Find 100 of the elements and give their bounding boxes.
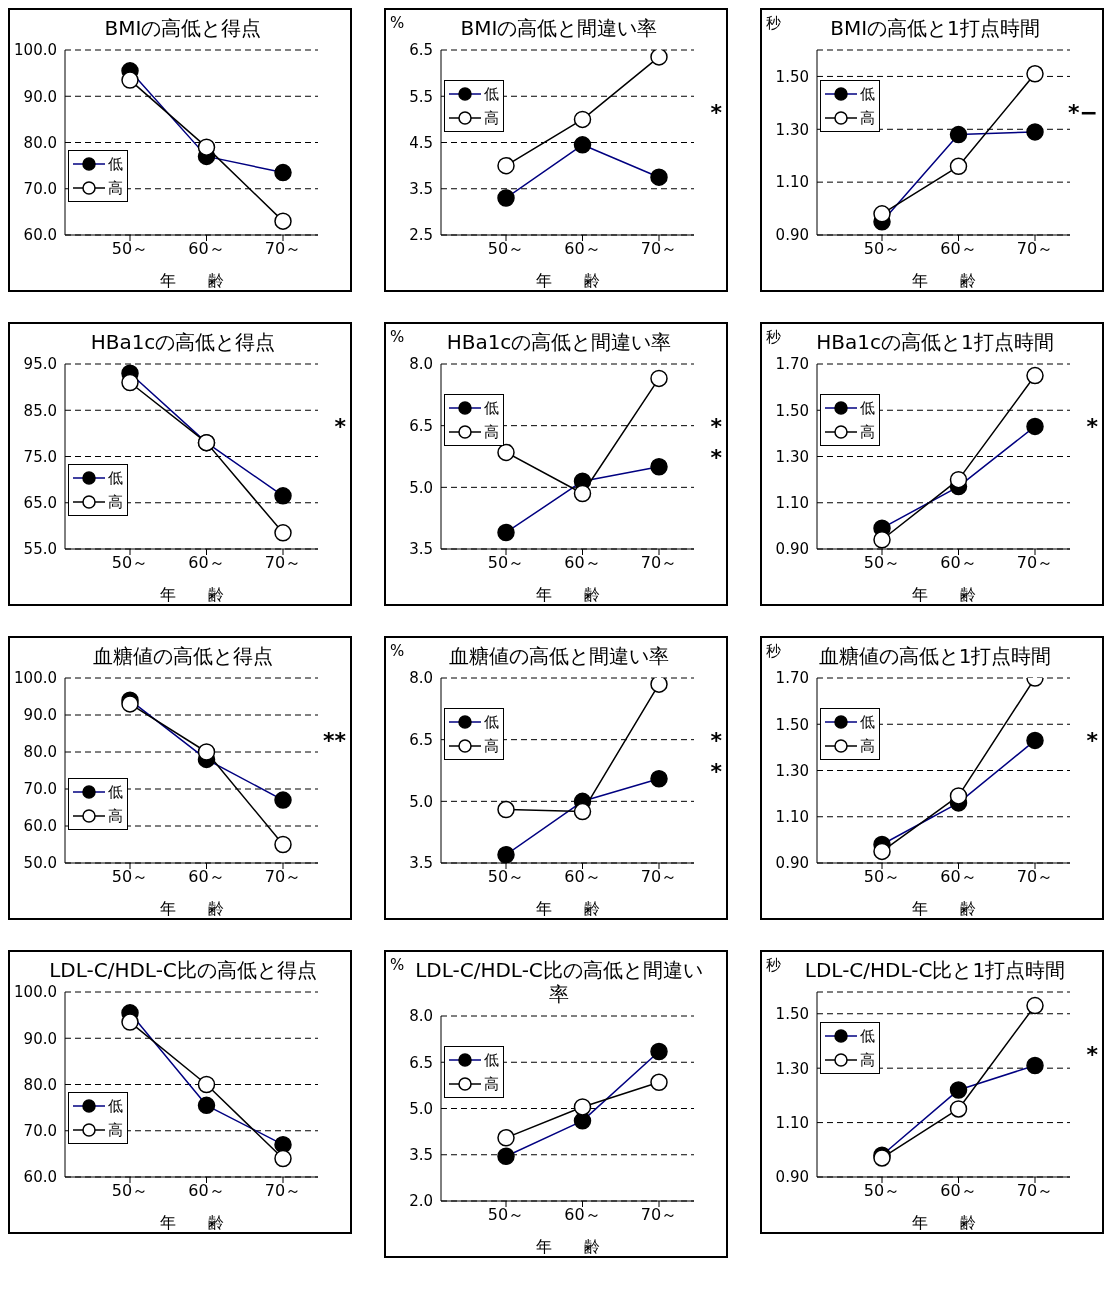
y-tick-label: 85.0 — [23, 401, 57, 420]
y-tick-label: 90.0 — [23, 1029, 57, 1048]
chart-title: HBa1cの高低と間違い率 — [446, 330, 672, 354]
y-tick-label: 90.0 — [23, 87, 57, 106]
y-tick-label: 1.10 — [775, 1113, 809, 1132]
x-axis-title: 年 齢 — [535, 1237, 600, 1256]
y-tick-label: 3.5 — [409, 854, 433, 873]
y-tick-label: 100.0 — [14, 41, 57, 60]
point — [873, 205, 891, 223]
x-axis-title: 年 齢 — [911, 899, 976, 918]
x-tick-label: 50～ — [863, 239, 901, 259]
y-tick-label: 80.0 — [23, 1075, 57, 1094]
text: * — [710, 100, 722, 125]
y-tick-label: 5.0 — [409, 1099, 433, 1118]
legend-label: 高 — [484, 108, 499, 128]
x-tick-label: 60～ — [940, 553, 977, 573]
chart-title: 血糖値の高低と1打点時間 — [818, 644, 1052, 668]
x-tick-label: 50～ — [487, 553, 525, 573]
x-axis-title: 年 齢 — [535, 899, 600, 918]
x-axis-title: 年 齢 — [911, 271, 976, 290]
x-tick-label: 50～ — [111, 239, 149, 259]
legend-label: 低 — [860, 84, 875, 104]
point — [274, 1149, 292, 1168]
point — [497, 800, 515, 819]
x-tick-label: 60～ — [188, 867, 225, 887]
y-tick-label: 80.0 — [23, 133, 57, 152]
legend-label: 高 — [108, 178, 123, 198]
x-tick-label: 70～ — [264, 867, 302, 887]
y-tick-label: 1.50 — [775, 67, 809, 86]
legend-label: 高 — [108, 1120, 123, 1140]
x-tick-label: 70～ — [640, 867, 678, 887]
point — [497, 156, 515, 175]
legend-label: 低 — [484, 1050, 499, 1070]
y-tick-label: 1.10 — [775, 494, 809, 513]
point — [949, 470, 968, 489]
point — [121, 71, 139, 89]
point — [197, 1075, 216, 1094]
legend-label: 低 — [484, 712, 499, 732]
x-tick-label: 70～ — [264, 1181, 302, 1201]
chart-title: BMIの高低と間違い率 — [460, 16, 658, 40]
x-tick-label: 60～ — [188, 239, 225, 259]
y-tick-label: 1.70 — [775, 669, 809, 688]
x-axis-title: 年 齢 — [535, 585, 600, 604]
y-tick-label: 1.50 — [775, 401, 809, 420]
legend-label: 低 — [108, 468, 123, 488]
legend-label: 低 — [108, 154, 123, 174]
x-tick-label: 70～ — [1016, 1181, 1054, 1201]
y-tick-label: 5.5 — [409, 87, 433, 106]
point — [650, 50, 668, 66]
chart-title: BMIの高低と1打点時間 — [830, 16, 1040, 40]
y-tick-label: 65.0 — [23, 494, 57, 513]
y-tick-label: 0.90 — [775, 540, 809, 559]
point — [573, 802, 592, 821]
y-tick-label: 1.70 — [775, 355, 809, 374]
chart-title: 血糖値の高低と得点 — [92, 643, 274, 668]
y-tick-label: 0.90 — [775, 1168, 809, 1187]
x-tick-label: 70～ — [264, 553, 302, 573]
y-tick-label: 6.5 — [409, 730, 433, 749]
point — [873, 531, 891, 549]
point — [949, 787, 968, 805]
y-tick-label: 3.5 — [409, 180, 433, 199]
chart-title: LDL-C/HDL-C比の高低と間違い率 — [415, 958, 703, 1006]
y-tick-label: 1.30 — [775, 447, 809, 466]
y-tick-label: 70.0 — [23, 780, 57, 799]
y-axis-title: % — [390, 642, 405, 660]
chart-title: 血糖値の高低と間違い率 — [449, 644, 669, 668]
point — [197, 138, 216, 156]
x-tick-label: 60～ — [564, 553, 601, 573]
x-tick-label: 70～ — [1016, 867, 1054, 887]
y-axis-title: % — [390, 14, 405, 32]
y-tick-label: 70.0 — [23, 1122, 57, 1141]
point — [121, 695, 139, 713]
point — [573, 1098, 592, 1116]
chart-title: LDL-C/HDL-C比と1打点時間 — [804, 958, 1066, 982]
y-tick-label: 1.50 — [775, 715, 809, 734]
point — [497, 443, 515, 462]
x-axis-title: 年 齢 — [159, 1213, 224, 1232]
x-tick-label: 60～ — [940, 239, 977, 259]
text: * — [710, 445, 722, 470]
y-tick-label: 0.90 — [775, 226, 809, 245]
legend-label: 高 — [108, 492, 123, 512]
text: * — [710, 414, 722, 439]
x-tick-label: 70～ — [264, 239, 302, 259]
x-tick-label: 50～ — [863, 867, 901, 887]
text: * — [710, 728, 722, 753]
legend-label: 高 — [860, 736, 875, 756]
y-tick-label: 60.0 — [23, 226, 57, 245]
y-tick-label: 100.0 — [14, 983, 57, 1002]
y-tick-label: 3.5 — [409, 540, 433, 559]
point — [573, 484, 592, 503]
x-tick-label: 70～ — [640, 239, 678, 259]
y-tick-label: 6.5 — [409, 416, 433, 435]
x-tick-label: 50～ — [863, 553, 901, 573]
legend-label: 低 — [860, 1026, 875, 1046]
x-tick-label: 70～ — [640, 553, 678, 573]
y-axis-title: 秒 — [766, 956, 781, 975]
legend-label: 高 — [484, 422, 499, 442]
x-axis-title: 年 齢 — [159, 585, 224, 604]
y-tick-label: 60.0 — [23, 1168, 57, 1187]
y-tick-label: 3.5 — [409, 1146, 433, 1165]
